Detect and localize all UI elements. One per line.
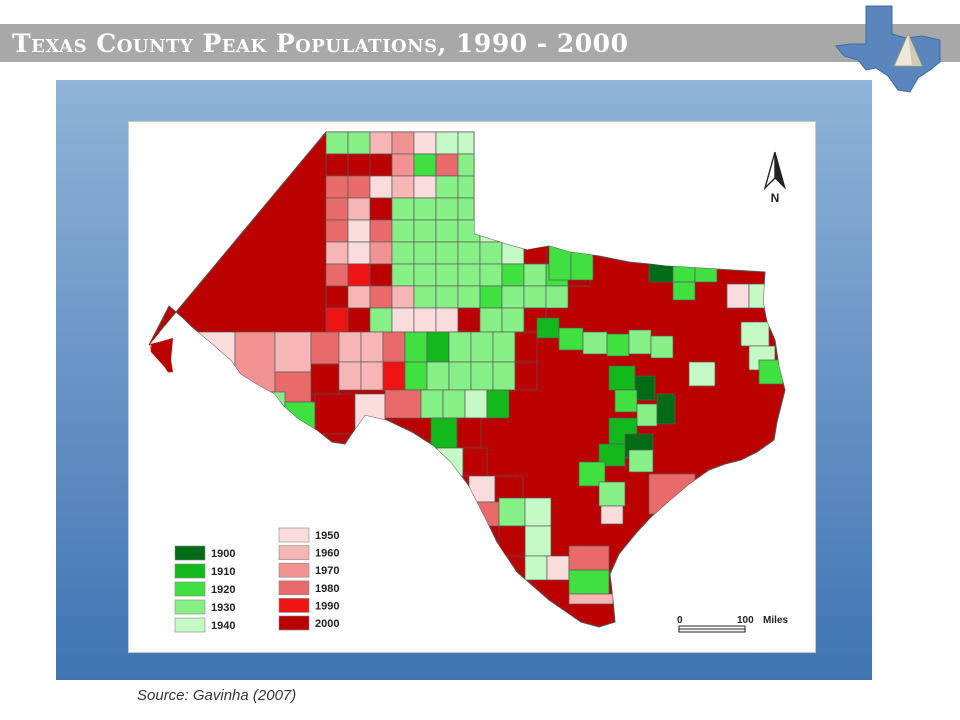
legend-item: 1920: [174, 581, 235, 597]
map-panel: N 1900 1910 1920 1930 1940 1950 1960 1970 1980 1…: [128, 121, 816, 653]
legend-item: 2000: [278, 615, 339, 631]
legend-label: 2000: [315, 618, 339, 630]
scale-start: 0: [677, 615, 683, 626]
legend-item: 1910: [174, 563, 235, 579]
legend: 1900 1910 1920 1930 1940 1950 1960 1970 1980 199…: [174, 527, 339, 633]
legend-swatch: [278, 615, 310, 631]
legend-item: 1990: [278, 598, 339, 613]
legend-item: 1970: [278, 562, 339, 578]
legend-item: 1940: [174, 617, 235, 633]
legend-label: 1920: [211, 584, 235, 596]
legend-swatch: [278, 580, 310, 596]
legend-label: 1970: [315, 565, 339, 577]
north-label: N: [771, 191, 780, 205]
source-caption: Source: Gavinha (2007): [137, 687, 297, 704]
legend-swatch: [278, 527, 310, 543]
legend-swatch: [174, 599, 206, 615]
legend-label: 1960: [315, 548, 339, 560]
slide-title: Texas County Peak Populations, 1990 - 20…: [12, 29, 629, 58]
legend-swatch: [278, 545, 310, 560]
legend-label: 1930: [211, 602, 235, 614]
legend-label: 1950: [315, 530, 339, 542]
legend-label: 1900: [211, 548, 235, 560]
legend-item: 1900: [174, 545, 235, 561]
legend-swatch: [174, 545, 206, 561]
legend-swatch: [174, 581, 206, 597]
legend-swatch: [278, 562, 310, 578]
legend-item: 1950: [278, 527, 339, 543]
legend-swatch: [174, 617, 206, 633]
scale-bar: 0 100 Miles: [677, 615, 788, 633]
legend-label: 1940: [211, 620, 235, 632]
texas-state-logo-icon: [835, 5, 941, 93]
legend-label: 1990: [315, 600, 339, 612]
legend-item: 1960: [278, 545, 339, 560]
legend-item: 1930: [174, 599, 235, 615]
legend-item: 1980: [278, 580, 339, 596]
scale-end: 100: [737, 615, 754, 626]
legend-label: 1910: [211, 566, 235, 578]
legend-swatch: [278, 598, 310, 613]
legend-label: 1980: [315, 583, 339, 595]
legend-swatch: [174, 563, 206, 579]
title-band: [0, 24, 960, 62]
north-arrow-icon: [763, 151, 786, 191]
scale-unit: Miles: [763, 615, 788, 626]
